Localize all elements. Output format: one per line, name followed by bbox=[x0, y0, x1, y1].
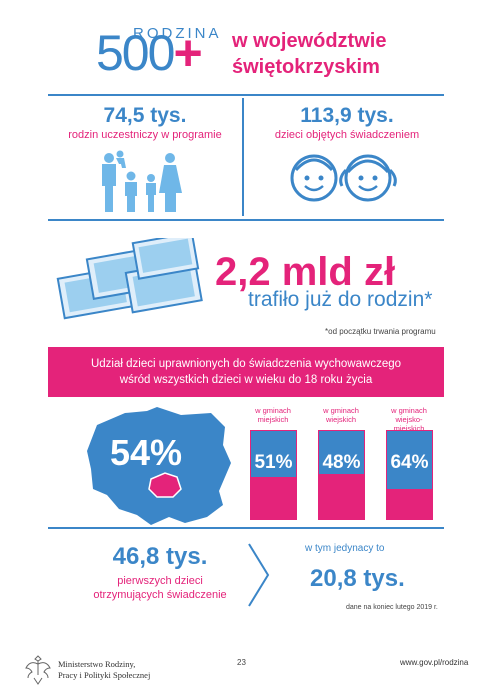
divider-top bbox=[48, 94, 444, 96]
families-value: 74,5 tys. bbox=[103, 104, 187, 127]
share-banner: Udział dzieci uprawnionych do świadczeni… bbox=[48, 347, 444, 397]
family-icon bbox=[102, 150, 182, 212]
page-title: w województwie świętokrzyskim bbox=[232, 30, 387, 78]
divider-bottom bbox=[48, 527, 444, 529]
website-link[interactable]: www.gov.pl/rodzina bbox=[400, 658, 469, 667]
only-children-caption: w tym jedynacy to bbox=[305, 543, 385, 554]
children-faces-icon bbox=[290, 154, 397, 202]
logo-word: RODZINA bbox=[133, 25, 222, 42]
page-number: 23 bbox=[237, 658, 246, 667]
divider-middle bbox=[48, 219, 444, 221]
money-caption: trafiło już do rodzin* bbox=[248, 288, 433, 311]
first-children-value: 46,8 tys. bbox=[112, 543, 208, 570]
bar-percent: 64% bbox=[390, 452, 429, 473]
divider-vertical bbox=[242, 98, 244, 216]
bar-fill bbox=[387, 431, 432, 489]
only-children-value: 20,8 tys. bbox=[310, 565, 405, 592]
bar-label: w gminach wiejsko-miejskich bbox=[391, 406, 427, 433]
chevron-right-icon bbox=[248, 543, 270, 607]
data-note: dane na koniec lutego 2019 r. bbox=[346, 604, 438, 611]
bar-fill bbox=[319, 431, 364, 475]
map-percent: 54% bbox=[110, 432, 183, 473]
money-amount: 2,2 mld zł bbox=[215, 250, 396, 294]
bar: 64% bbox=[386, 430, 433, 520]
program-logo: RODZINA 500+ bbox=[96, 22, 219, 81]
bar: 51% bbox=[250, 430, 297, 520]
first-children-caption: pierwszych dzieci otrzymujących świadcze… bbox=[93, 575, 227, 601]
bar: 48% bbox=[318, 430, 365, 520]
money-footnote: *od początku trwania programu bbox=[325, 327, 436, 336]
banknotes-icon bbox=[56, 238, 203, 320]
bar-percent: 51% bbox=[254, 452, 293, 473]
bar-label: w gminach wiejskich bbox=[323, 406, 359, 424]
ministry-name: Ministerstwo Rodziny, Pracy i Polityki S… bbox=[58, 659, 151, 680]
bar-percent: 48% bbox=[322, 452, 361, 473]
logo-number: 500+ bbox=[96, 25, 203, 81]
families-caption: rodzin uczestniczy w programie bbox=[68, 129, 222, 141]
bar-label: w gminach miejskich bbox=[255, 406, 291, 424]
poland-map-icon bbox=[87, 407, 231, 525]
bar-fill bbox=[251, 431, 296, 477]
eagle-emblem-icon bbox=[25, 655, 51, 685]
children-caption: dzieci objętych świadczeniem bbox=[274, 129, 420, 141]
children-value: 113,9 tys. bbox=[300, 104, 394, 127]
